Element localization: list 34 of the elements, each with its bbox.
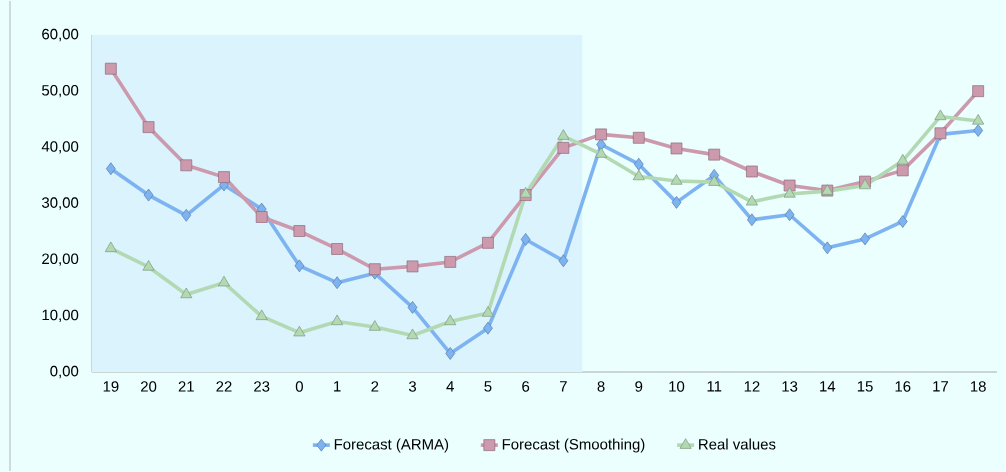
y-tick-label: 30,00 — [41, 197, 79, 210]
x-tick-label: 20 — [141, 381, 157, 392]
x-tick-label: 2 — [371, 381, 379, 392]
x-tick-label: 7 — [559, 381, 567, 392]
x-tick-label: 22 — [216, 381, 232, 392]
x-tick-label: 13 — [782, 381, 798, 392]
x-tick-label: 4 — [446, 381, 454, 392]
x-tick-label: 19 — [103, 381, 119, 392]
x-tick-label: 14 — [820, 381, 836, 392]
x-tick-label: 0 — [295, 381, 303, 392]
x-tick-label: 12 — [744, 381, 760, 392]
y-tick-label: 60,00 — [42, 28, 79, 42]
legend-label: Forecast (Smoothing) — [502, 438, 645, 453]
y-tick-label: 50,00 — [42, 84, 79, 98]
y-tick-label: 40,00 — [41, 141, 79, 154]
y-tick-label: 10,00 — [42, 309, 79, 322]
x-tick-label: 9 — [635, 381, 643, 392]
y-tick-label: 20,00 — [42, 253, 79, 266]
x-tick-label: 8 — [597, 381, 605, 392]
legend-label: Real values — [699, 438, 776, 450]
x-tick-label: 18 — [970, 381, 986, 392]
x-tick-label: 1 — [334, 381, 341, 392]
x-tick-label: 11 — [707, 381, 722, 392]
x-tick-label: 21 — [178, 381, 194, 392]
x-tick-label: 23 — [254, 381, 270, 392]
x-tick-label: 6 — [522, 381, 530, 392]
y-tick-label: 0,00 — [50, 365, 79, 379]
x-tick-label: 3 — [408, 381, 417, 392]
x-tick-label: 15 — [857, 381, 873, 392]
x-tick-label: 5 — [484, 381, 492, 392]
x-tick-label: 10 — [669, 381, 685, 392]
x-tick-label: 16 — [895, 381, 911, 392]
legend-label: Forecast (ARMA) — [334, 438, 449, 453]
x-tick-label: 17 — [933, 381, 949, 392]
